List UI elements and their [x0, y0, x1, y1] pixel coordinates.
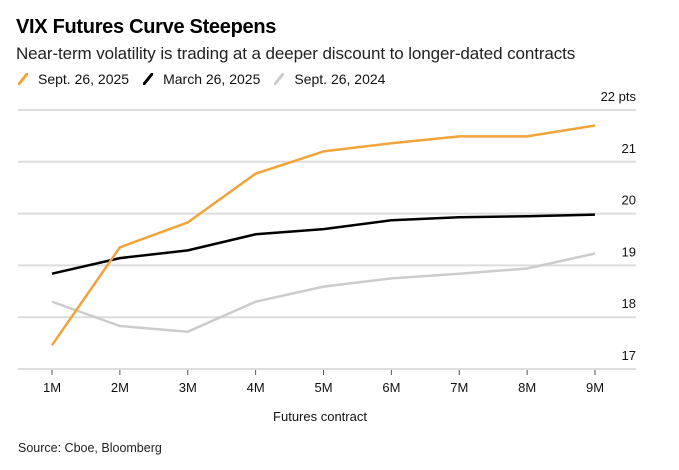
x-tick-label: 3M	[179, 380, 197, 395]
x-axis-title: Futures contract	[273, 409, 367, 424]
series-line-sept-26-2024	[51, 252, 596, 333]
x-tick-label: 6M	[382, 380, 400, 395]
series-line-sept-26-2025	[50, 124, 596, 346]
series-lines	[50, 124, 596, 346]
legend-swatch-icon	[18, 73, 28, 85]
y-tick-label: 21	[622, 141, 636, 156]
y-tick-label: 22 pts	[601, 89, 637, 104]
x-tick-label: 8M	[518, 380, 536, 395]
legend-swatch-icon	[143, 73, 154, 85]
y-tick-label: 17	[622, 348, 636, 363]
chart-subtitle: Near-term volatility is trading at a dee…	[16, 44, 576, 63]
x-tick-label: 2M	[111, 380, 129, 395]
legend-item-march-2025: March 26, 2025	[143, 71, 260, 87]
legend-item-sept-2025: Sept. 26, 2025	[18, 71, 129, 87]
legend-label: Sept. 26, 2025	[38, 71, 130, 87]
x-tick-label: 5M	[314, 380, 332, 395]
x-tick-label: 9M	[586, 380, 604, 395]
legend: Sept. 26, 2025 March 26, 2025 Sept. 26, …	[18, 71, 399, 87]
legend-label: Sept. 26, 2024	[294, 71, 386, 87]
source-note: Source: Cboe, Bloomberg	[18, 441, 162, 455]
legend-label: March 26, 2025	[163, 71, 261, 87]
y-tick-label: 19	[622, 244, 636, 259]
x-tick-label: 4M	[247, 380, 265, 395]
series-line-march-26-2025	[51, 213, 596, 275]
x-tick-label: 1M	[43, 380, 61, 395]
x-tick-label: 7M	[450, 380, 468, 395]
chart-title: VIX Futures Curve Steepens	[16, 16, 277, 38]
legend-item-sept-2024: Sept. 26, 2024	[274, 71, 385, 87]
x-axis: 1M 2M 3M 4M 5M 6M 7M 8M 9M	[43, 370, 604, 395]
y-tick-label: 18	[622, 296, 636, 311]
y-axis-labels: 17 18 19 20 21 22 pts	[601, 89, 637, 363]
legend-swatch-icon	[274, 73, 285, 85]
y-tick-label: 20	[622, 193, 636, 208]
gridlines	[18, 109, 636, 370]
